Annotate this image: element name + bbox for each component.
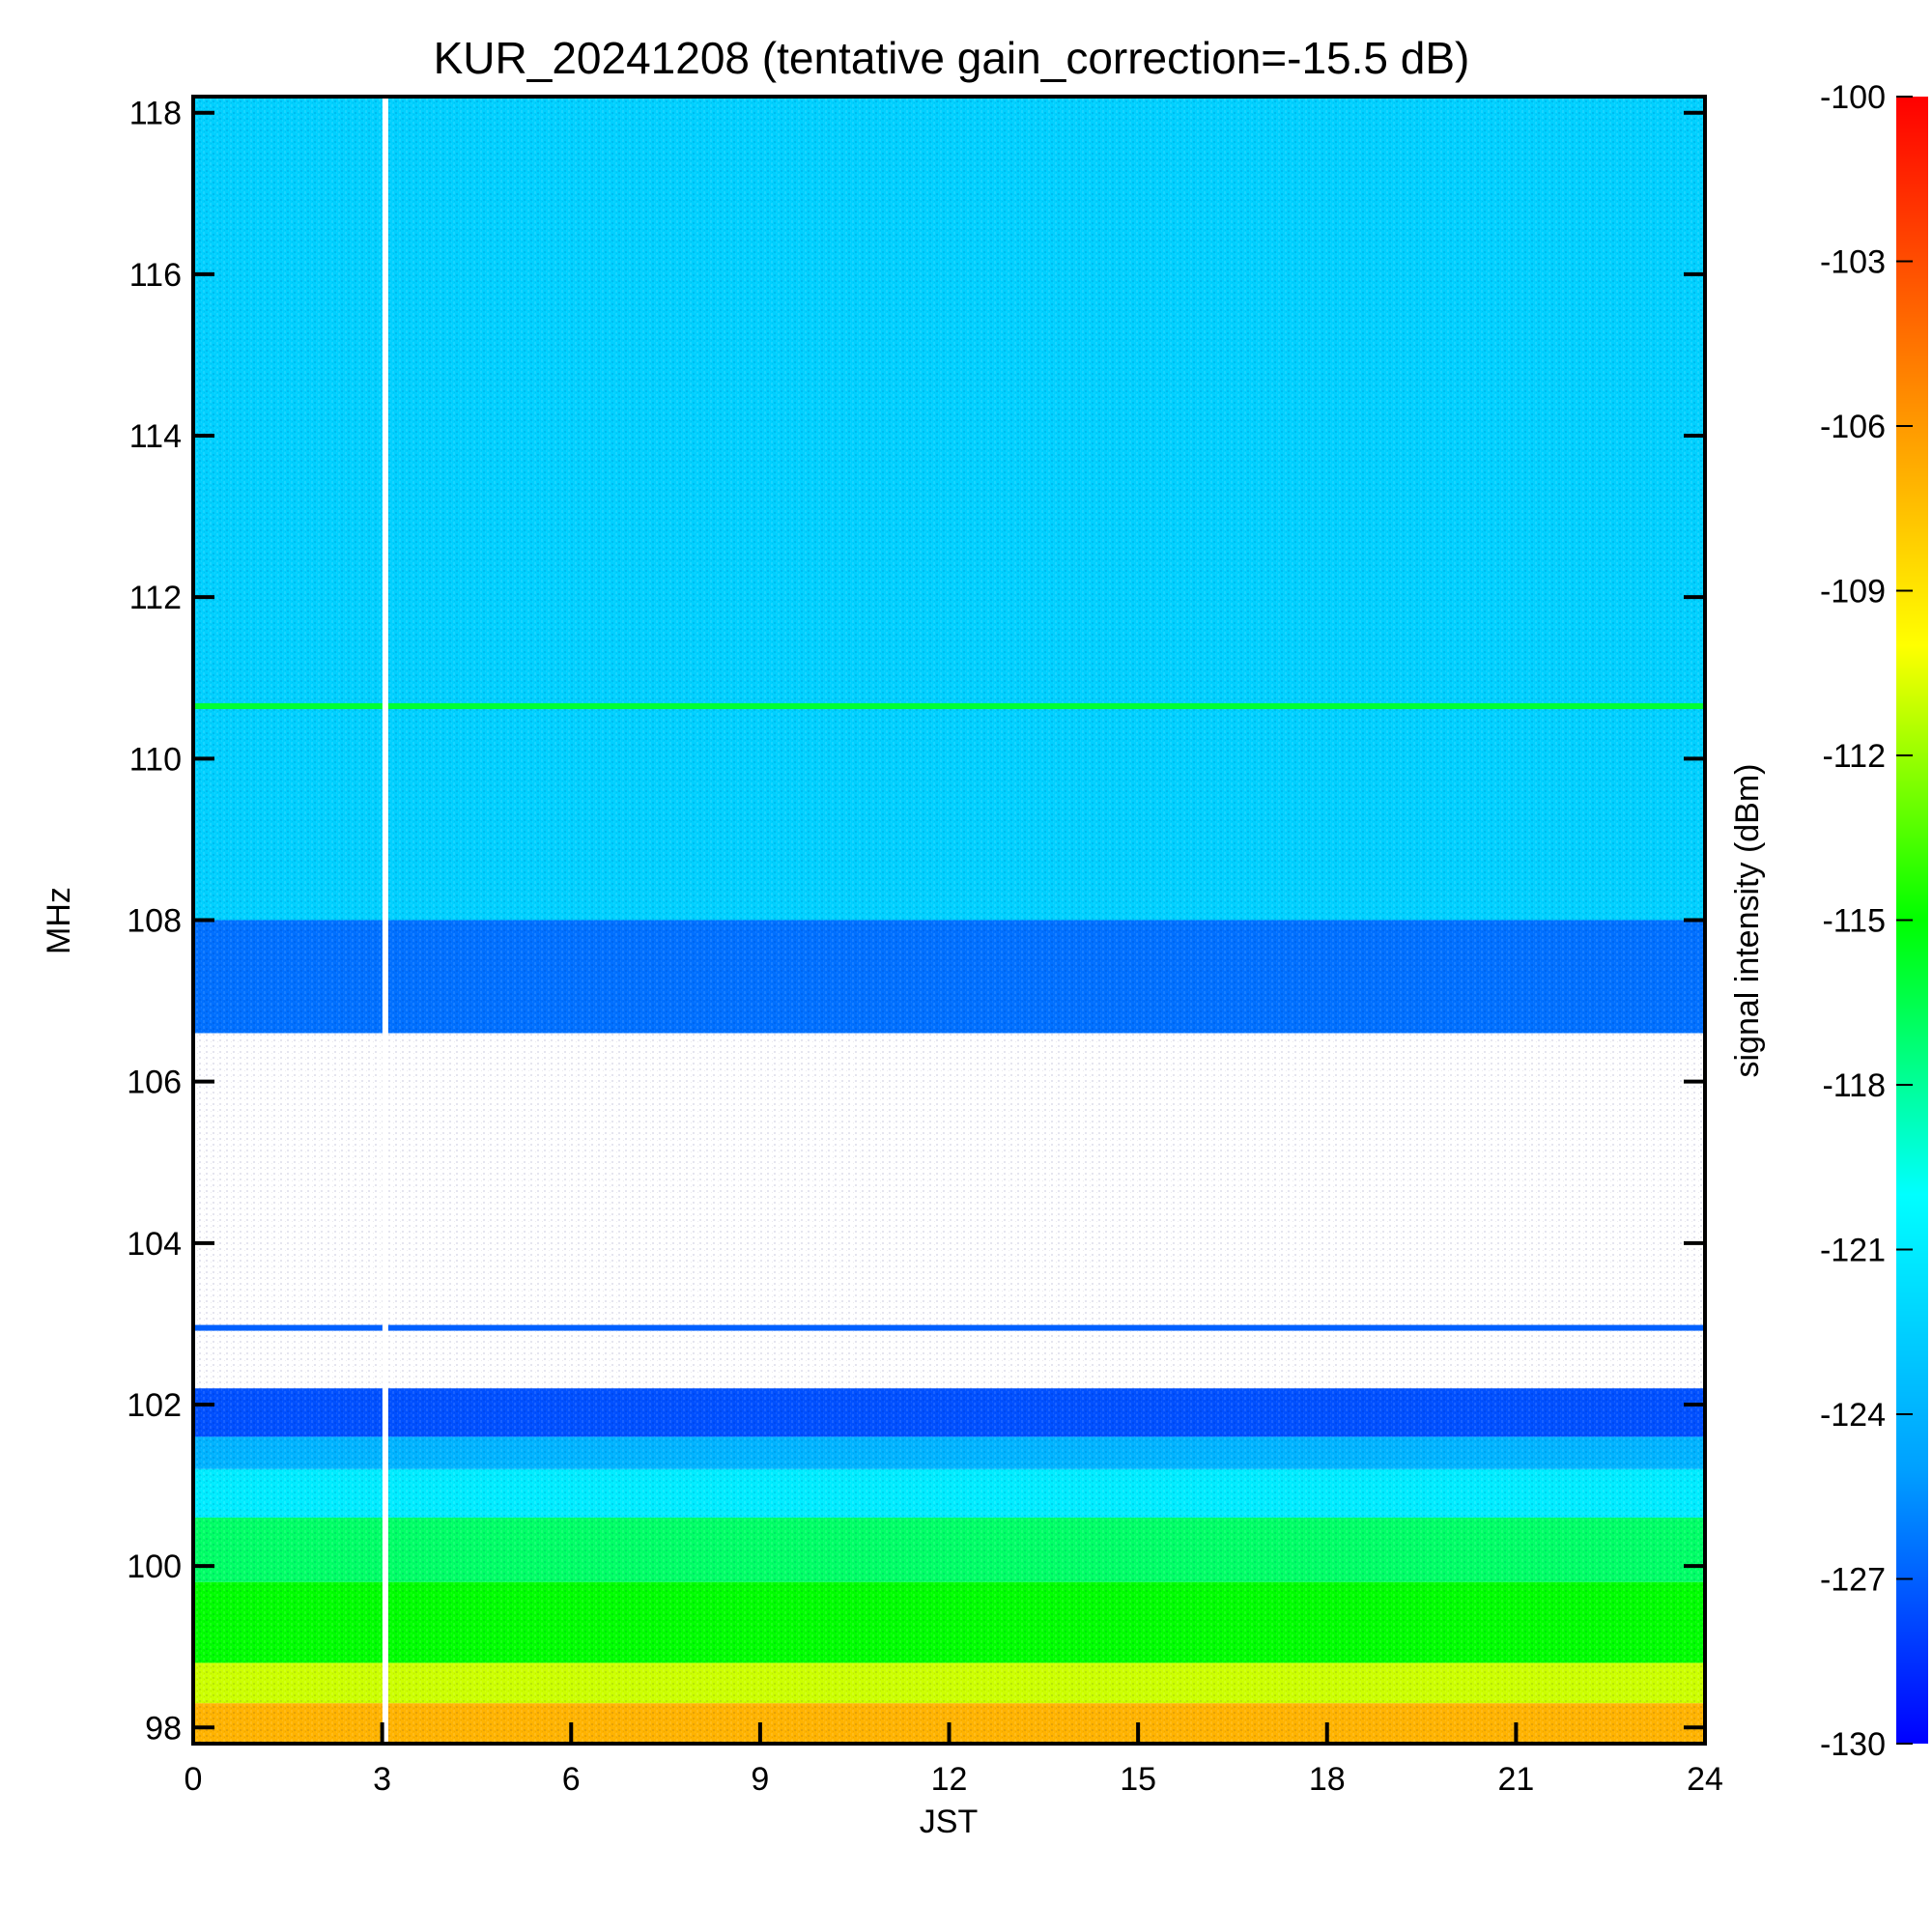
colorbar-tick-label: -112 bbox=[1822, 738, 1886, 775]
colorbar-tick-label: -106 bbox=[1820, 409, 1886, 445]
y-tick-label: 110 bbox=[129, 741, 182, 778]
y-tick-label: 98 bbox=[145, 1710, 182, 1747]
colorbar-tick-label: -124 bbox=[1820, 1397, 1886, 1434]
chart-title: KUR_20241208 (tentative gain_correction=… bbox=[434, 33, 1470, 83]
y-tick-label: 108 bbox=[127, 903, 182, 940]
y-tick-label: 106 bbox=[127, 1065, 182, 1101]
y-tick-label: 104 bbox=[127, 1226, 182, 1263]
x-tick-label: 18 bbox=[1309, 1761, 1346, 1798]
plot-area bbox=[191, 95, 1707, 1746]
missing-data-column bbox=[382, 97, 388, 1744]
colorbar-tick-label: -100 bbox=[1820, 79, 1886, 116]
signal-line-1 bbox=[193, 1324, 1705, 1331]
colorbar-label: signal intensity (dBm) bbox=[1729, 763, 1766, 1077]
y-tick-label: 100 bbox=[127, 1548, 182, 1585]
y-axis-label: MHz bbox=[41, 887, 77, 954]
colorbar-ticks: -100 -103 -106 -109 -112 -115 -118 -121 -124 -127… bbox=[1820, 79, 1913, 1763]
y-axis-ticks: 98 100 102 104 106 108 110 112 114 116 118 bbox=[127, 96, 1705, 1747]
y-tick-label: 102 bbox=[127, 1387, 182, 1424]
noise-texture bbox=[193, 97, 1705, 1744]
x-tick-label: 15 bbox=[1120, 1761, 1156, 1798]
x-tick-label: 3 bbox=[373, 1761, 391, 1798]
x-tick-label: 6 bbox=[562, 1761, 581, 1798]
y-tick-label: 112 bbox=[129, 580, 182, 616]
colorbar-tick-label: -103 bbox=[1820, 244, 1886, 281]
signal-lines bbox=[193, 703, 1705, 1331]
x-axis-ticks: 0 3 6 9 12 15 18 21 24 bbox=[185, 1722, 1723, 1798]
colorbar-tick-label: -115 bbox=[1822, 903, 1886, 940]
y-tick-label: 118 bbox=[129, 96, 182, 132]
x-tick-label: 24 bbox=[1687, 1761, 1723, 1798]
x-tick-label: 9 bbox=[751, 1761, 769, 1798]
colorbar-tick-label: -127 bbox=[1820, 1562, 1886, 1599]
colorbar: -100 -103 -106 -109 -112 -115 -118 -121 -124 -127… bbox=[1729, 79, 1928, 1763]
y-tick-label: 114 bbox=[129, 418, 182, 455]
colorbar-tick-label: -121 bbox=[1820, 1233, 1886, 1269]
x-tick-label: 12 bbox=[931, 1761, 968, 1798]
colorbar-tick-label: -109 bbox=[1820, 574, 1886, 611]
signal-line-0 bbox=[193, 703, 1705, 710]
missing-data bbox=[382, 97, 388, 1744]
x-axis-label: JST bbox=[920, 1804, 978, 1840]
y-tick-label: 116 bbox=[129, 257, 182, 294]
colorbar-tick-label: -130 bbox=[1820, 1726, 1886, 1763]
x-tick-label: 0 bbox=[185, 1761, 203, 1798]
colorbar-tick-label: -118 bbox=[1822, 1067, 1886, 1104]
x-tick-label: 21 bbox=[1497, 1761, 1534, 1798]
